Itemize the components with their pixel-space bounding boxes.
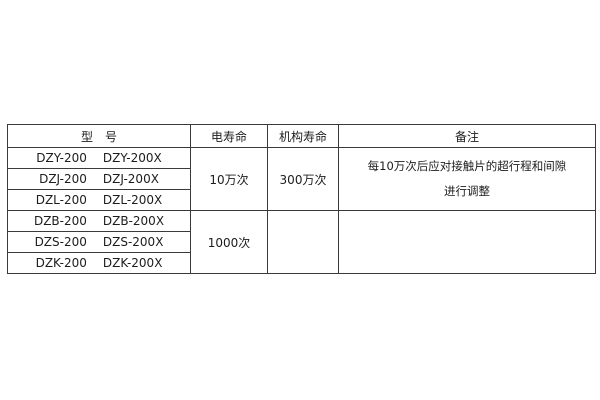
table-row: DZS-200 DZS-200X <box>7 231 596 253</box>
model-name-variant: DZS-200X <box>102 235 164 249</box>
model-name: DZB-200 <box>33 214 87 228</box>
model-name-variant: DZB-200X <box>102 214 165 228</box>
electrical-life-cell: 10万次 <box>190 147 268 211</box>
spec-table: 型 号 电寿命 机构寿命 备注 DZY-200 DZY-200X 10万次 300… <box>7 124 596 274</box>
model-cell: DZJ-200 DZJ-200X <box>7 168 191 190</box>
model-name: DZK-200 <box>35 256 87 270</box>
table-row: DZJ-200 DZJ-200X <box>7 168 596 190</box>
header-model: 型 号 <box>7 124 191 148</box>
remark-line-2: 进行调整 <box>444 184 490 198</box>
header-electrical-life: 电寿命 <box>190 124 268 148</box>
model-cell: DZL-200 DZL-200X <box>7 189 191 211</box>
model-name: DZJ-200 <box>39 172 87 186</box>
model-name-variant: DZL-200X <box>102 193 163 207</box>
model-name-variant: DZY-200X <box>102 151 162 165</box>
table-row: DZL-200 DZL-200X <box>7 189 596 211</box>
header-remarks: 备注 <box>338 124 596 148</box>
model-name: DZS-200 <box>34 235 87 249</box>
table-row: DZY-200 DZY-200X 10万次 300万次 每10万次后应对接触片的超… <box>7 147 596 211</box>
model-name-variant: DZJ-200X <box>102 172 159 186</box>
mechanical-life-cell: 300万次 <box>267 147 339 211</box>
header-mechanical-life: 机构寿命 <box>267 124 339 148</box>
model-name: DZL-200 <box>35 193 87 207</box>
header-row: 型 号 电寿命 机构寿命 备注 <box>7 124 596 148</box>
remark-line-1: 每10万次后应对接触片的超行程和间隙 <box>367 159 567 173</box>
table-row: DZB-200 DZB-200X 1000次 <box>7 210 596 274</box>
model-cell: DZS-200 DZS-200X <box>7 231 191 253</box>
remarks-cell <box>338 210 596 274</box>
mechanical-life-cell <box>267 210 339 274</box>
remarks-cell: 每10万次后应对接触片的超行程和间隙 进行调整 <box>338 147 596 211</box>
electrical-life-cell: 1000次 <box>190 210 268 274</box>
model-name: DZY-200 <box>36 151 87 165</box>
model-cell: DZB-200 DZB-200X <box>7 210 191 232</box>
model-name-variant: DZK-200X <box>102 256 163 270</box>
table-row: DZK-200 DZK-200X <box>7 252 596 274</box>
model-cell: DZY-200 DZY-200X <box>7 147 191 169</box>
model-cell: DZK-200 DZK-200X <box>7 252 191 274</box>
